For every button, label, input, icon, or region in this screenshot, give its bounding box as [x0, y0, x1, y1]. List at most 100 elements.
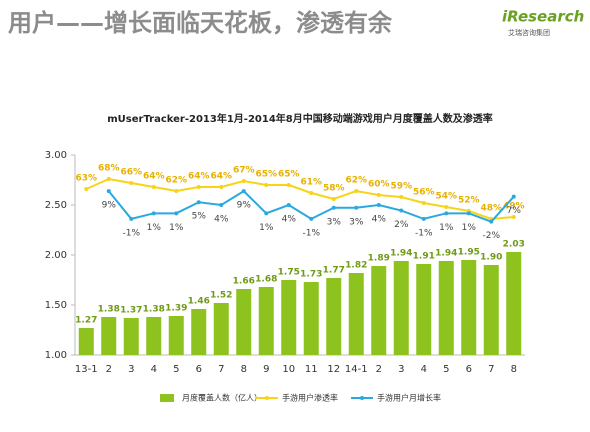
legend-marker — [360, 396, 364, 400]
line-value-label: 49% — [503, 202, 525, 212]
x-tick-label: 13-1 — [75, 364, 98, 375]
line-value-label: 3% — [327, 217, 342, 227]
bar — [236, 289, 252, 355]
x-tick-label: 2 — [376, 364, 382, 375]
line-value-label: 1% — [439, 223, 454, 233]
bar — [281, 280, 297, 355]
line-value-label: 4% — [372, 215, 387, 225]
bar-value-label: 1.68 — [255, 275, 277, 285]
line-point — [174, 189, 179, 193]
x-tick-label: 5 — [173, 364, 179, 375]
logo: iResearch — [502, 8, 584, 26]
line-value-label: 7% — [507, 206, 522, 216]
line-value-label: 61% — [300, 178, 322, 188]
x-tick-label: 3 — [398, 364, 404, 375]
line-point — [286, 203, 291, 207]
bar-value-label: 1.94 — [435, 249, 457, 259]
bar-value-label: 1.46 — [188, 297, 210, 307]
line-point — [466, 211, 471, 216]
line-value-label: 64% — [143, 172, 165, 182]
line-point — [174, 211, 179, 216]
line-value-label: 63% — [75, 174, 97, 184]
x-tick-label: 7 — [218, 364, 224, 375]
x-tick-label: 6 — [466, 364, 472, 375]
x-tick-label: 3 — [128, 364, 134, 375]
line-point — [196, 200, 201, 205]
line-point — [151, 211, 156, 216]
legend-label: 手游用户月增长率 — [377, 393, 441, 403]
bar — [393, 261, 409, 355]
line-point — [219, 203, 224, 207]
x-tick-label: 7 — [488, 364, 494, 375]
line-point — [241, 179, 246, 183]
line-value-label: 9% — [102, 201, 117, 211]
line-value-label: -1% — [302, 228, 320, 238]
x-tick-label: 14-1 — [345, 364, 368, 375]
line-value-label: -1% — [122, 228, 140, 238]
line — [85, 177, 514, 221]
x-tick-label: 5 — [443, 364, 449, 375]
line-point — [511, 215, 516, 219]
legend-marker — [265, 396, 269, 400]
line-point — [264, 183, 269, 187]
line-value-label: 1% — [169, 223, 184, 233]
line-value-label: 59% — [390, 182, 412, 192]
bar-value-label: 1.66 — [233, 277, 255, 287]
legend-label: 手游用户渗透率 — [282, 393, 338, 403]
x-tick-label: 9 — [263, 364, 269, 375]
bar — [191, 309, 207, 355]
line-value-label: 1% — [147, 223, 162, 233]
line-point — [84, 187, 89, 191]
x-tick-label: 2 — [106, 364, 112, 375]
line-point — [106, 189, 111, 194]
line-point — [444, 205, 449, 209]
bar — [416, 264, 432, 355]
x-tick-label: 6 — [196, 364, 202, 375]
line-point — [376, 193, 381, 197]
bar — [146, 317, 162, 355]
line-value-label: 4% — [214, 215, 229, 225]
bar — [438, 261, 454, 355]
line-value-label: 64% — [210, 172, 232, 182]
bar-value-label: 1.39 — [165, 304, 187, 314]
line-value-label: 54% — [435, 192, 457, 202]
bar-value-label: 1.82 — [345, 261, 367, 271]
y-tick-label: 3.00 — [45, 150, 67, 161]
line-value-label: 48% — [480, 204, 502, 214]
line-value-label: 52% — [458, 196, 480, 206]
bar-value-label: 1.38 — [98, 305, 120, 315]
line-value-label: 67% — [233, 166, 255, 176]
line-point — [331, 205, 336, 210]
y-tick-label: 1.50 — [45, 300, 67, 311]
x-tick-label: 12 — [327, 364, 340, 375]
bar-value-label: 1.89 — [368, 254, 390, 264]
line-point — [376, 203, 381, 207]
line-point — [331, 197, 336, 201]
bar — [258, 287, 274, 355]
line-value-label: 65% — [278, 170, 300, 180]
line-point — [399, 195, 404, 199]
bar — [326, 278, 342, 355]
y-tick-label: 1.00 — [45, 350, 67, 361]
line-value-label: 1% — [462, 223, 477, 233]
bar — [506, 252, 522, 355]
legend-swatch — [160, 394, 174, 402]
x-tick-label: 8 — [241, 364, 247, 375]
line-value-label: -2% — [482, 231, 500, 241]
line-point — [511, 194, 516, 199]
line-value-label: 65% — [255, 170, 277, 180]
line-value-label: 68% — [98, 164, 120, 174]
line-point — [309, 191, 314, 195]
legend-label: 月度覆盖人数（亿人） — [182, 393, 262, 403]
x-tick-label: 11 — [305, 364, 318, 375]
line-point — [151, 185, 156, 189]
line-point — [399, 208, 404, 213]
logo-subtitle: 艾瑞咨询集团 — [508, 28, 550, 37]
chart-title: mUserTracker-2013年1月-2014年8月中国移动端游戏用户月度覆… — [107, 112, 493, 125]
line-point — [354, 189, 359, 193]
line-value-label: -1% — [415, 228, 433, 238]
line-value-label: 60% — [368, 180, 390, 190]
line-point — [219, 185, 224, 189]
line-value-label: 4% — [282, 215, 297, 225]
